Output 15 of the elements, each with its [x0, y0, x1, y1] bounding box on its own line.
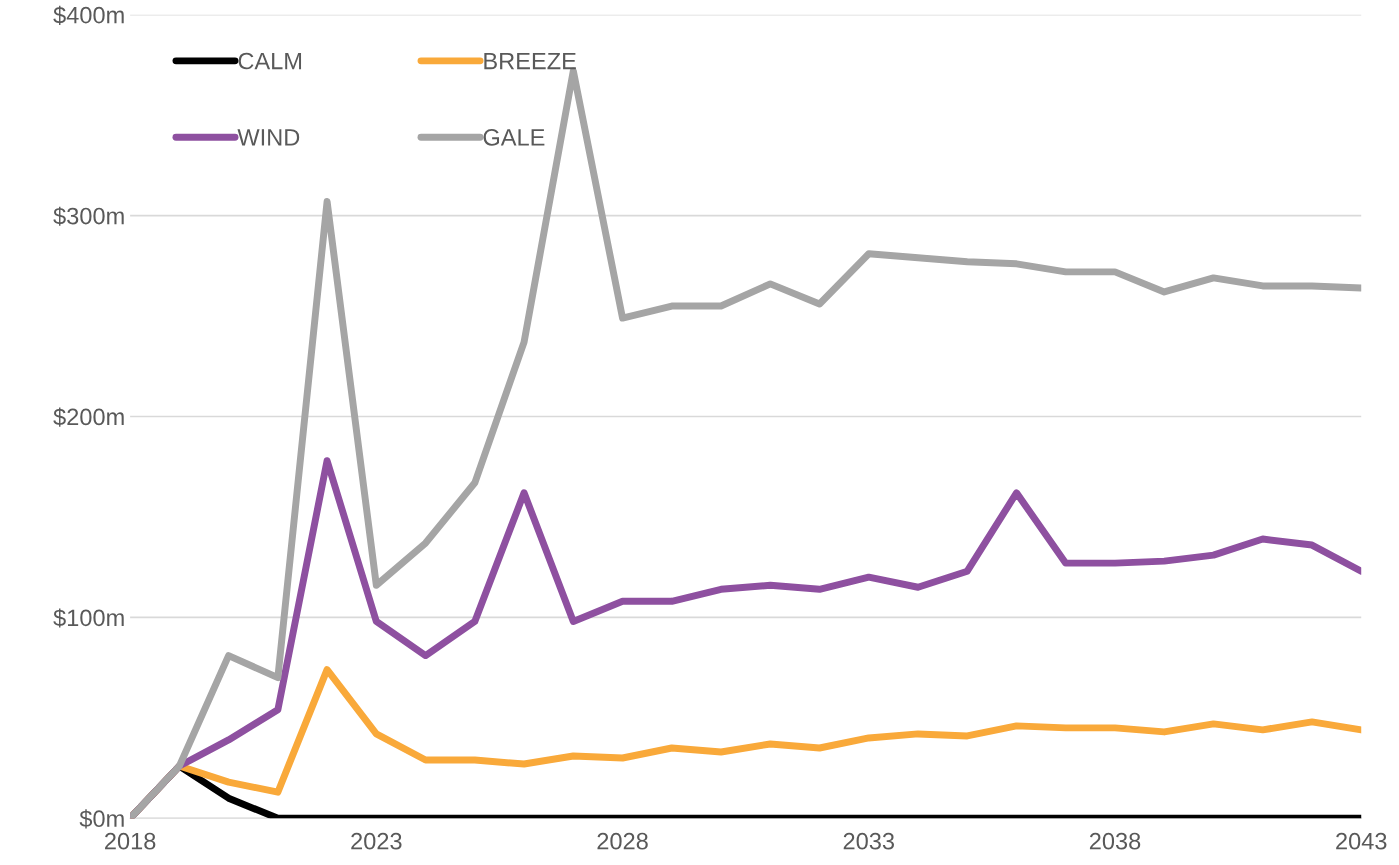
y-tick-label: $400m: [53, 5, 124, 25]
legend-label: BREEZE: [484, 52, 576, 70]
x-tick-label: 2028: [597, 832, 648, 850]
y-tick-label: $300m: [53, 206, 124, 226]
x-tick-label: 2033: [843, 832, 895, 850]
x-tick-label: 2038: [1089, 832, 1141, 850]
x-tick-label: 2023: [351, 832, 402, 850]
legend-label: GALE: [483, 128, 545, 146]
y-tick-label: $100m: [53, 608, 124, 628]
legend-label: WIND: [237, 129, 300, 146]
x-tick-label: 2043: [1336, 832, 1387, 850]
y-tick-label: $200m: [53, 407, 124, 427]
x-tick-label: 2018: [105, 832, 156, 850]
legend-label: CALM: [238, 52, 302, 70]
y-tick-label: $0m: [79, 809, 124, 829]
